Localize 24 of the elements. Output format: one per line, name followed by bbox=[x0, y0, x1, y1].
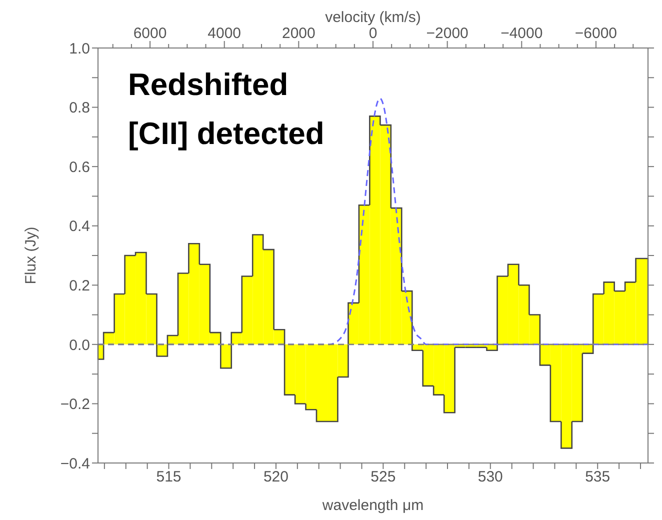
x2-tick-label: 6000 bbox=[133, 25, 167, 42]
y-tick-label: −0.4 bbox=[60, 455, 90, 472]
x2-tick-label: −6000 bbox=[574, 25, 618, 42]
y-axis-title: Flux (Jy) bbox=[22, 226, 40, 284]
x-axis-title: wavelength μm bbox=[321, 497, 424, 514]
y-tick-label: 0.6 bbox=[69, 158, 90, 176]
x2-tick-label: 0 bbox=[368, 25, 378, 42]
y-tick-label: 1.0 bbox=[69, 40, 90, 58]
x-tick-label: 535 bbox=[585, 468, 610, 486]
y-tick-label: 0.4 bbox=[69, 218, 90, 236]
y-tick-label: 0.8 bbox=[69, 100, 90, 117]
x-tick-label: 515 bbox=[156, 468, 182, 486]
x-tick-label: 530 bbox=[478, 468, 503, 486]
y-tick-label: −0.2 bbox=[60, 396, 90, 414]
x2-tick-label: −2000 bbox=[426, 25, 468, 42]
y-tick-label: 0.2 bbox=[69, 277, 90, 294]
annotation: Redshifted [CII] detected bbox=[128, 66, 324, 153]
x2-axis-title: velocity (km/s) bbox=[325, 9, 421, 26]
x-tick-label: 520 bbox=[263, 468, 288, 486]
x2-tick-label: 2000 bbox=[282, 25, 316, 42]
x-tick-label: 525 bbox=[370, 468, 396, 486]
x2-tick-label: −4000 bbox=[500, 25, 543, 42]
x2-tick-label: 4000 bbox=[208, 25, 242, 42]
y-tick-label: 0.0 bbox=[69, 336, 90, 354]
